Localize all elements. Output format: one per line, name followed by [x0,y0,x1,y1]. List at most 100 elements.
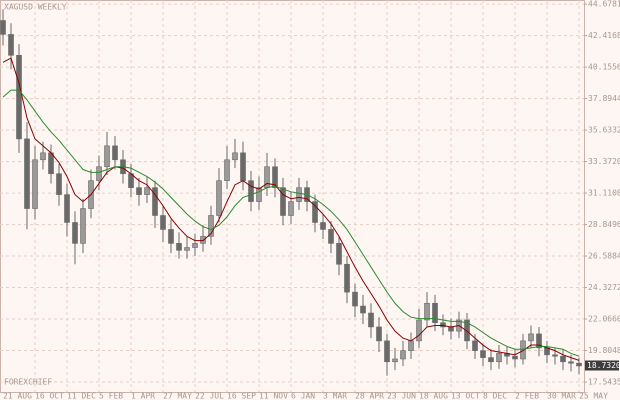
candle-body [0,20,6,35]
candle-body [280,187,286,216]
candle-body [288,201,294,216]
candle-body [64,194,70,223]
y-tick-label: 44.6781 [588,0,620,9]
candle-body [384,340,390,363]
y-tick-label: 19.8048 [588,346,620,355]
x-tick-label: 21 AUG [3,392,32,400]
candle-body [96,166,102,181]
candle-body [136,187,142,195]
x-tick-label: 8 DEC [483,392,507,400]
candle-body [392,358,398,363]
candle-body [232,152,238,161]
x-tick-label: 3 MAR [323,392,347,400]
x-tick-label: 6 JAN [291,392,315,400]
candle-body [440,322,446,328]
candle-body [184,247,190,251]
candle-body [336,243,342,265]
x-tick-label: 18 AUG [419,392,448,400]
watermark: FOREXCHIEF [4,378,52,387]
y-tick-label: 22.0660 [588,315,620,324]
candle-body [24,138,30,209]
y-tick-label: 17.5435 [588,378,620,387]
candle-body [400,350,406,360]
candle-body [168,229,174,244]
x-tick-label: 2 FEB [515,392,539,400]
candle-body [560,355,566,363]
plot-area [0,0,585,393]
candle-body [160,215,166,230]
candle-body [416,319,422,342]
candle-body [424,302,430,321]
y-tick-label: 35.6332 [588,126,620,135]
x-tick-label: 1 APR [131,392,155,400]
candle-body [56,173,62,195]
candle-body [224,159,230,181]
candle-body [488,357,494,363]
candle-body [464,319,470,342]
x-tick-label: 5 FEB [99,392,123,400]
x-tick-label: 23 JUN [387,392,416,400]
candle-body [296,187,302,202]
candle-body [408,340,414,351]
x-tick-label: 11 DEC [67,392,96,400]
x-tick-label: 11 NOV [259,392,288,400]
candle-body [48,152,54,175]
x-tick-label: 16 OCT [35,392,64,400]
y-tick-label: 40.1556 [588,63,620,72]
marks [0,9,582,376]
candle-body [240,152,246,181]
candle-body [512,355,518,360]
chart-title: XAGUSD WEEKLY [4,3,67,12]
candle-body [216,180,222,216]
candle-body [360,305,366,314]
candle-body [352,291,358,307]
candle-body [256,187,262,202]
y-tick-label: 42.4168 [588,31,620,40]
candle-body [104,145,110,168]
candle-body [320,222,326,230]
candle-body [520,340,526,360]
candle-body [248,180,254,202]
candle-body [368,312,374,328]
y-tick-label: 28.8496 [588,220,620,229]
x-tick-label: 27 MAY [163,392,192,400]
candle-body [376,326,382,342]
y-tick-label: 24.3272 [588,283,620,292]
y-tick-label: 31.1108 [588,189,620,198]
candle-body [192,243,198,248]
candle-body [176,243,182,251]
x-tick-label: 30 MAR [547,392,576,400]
candle-body [328,229,334,244]
candle-body [200,236,206,244]
y-tick-label: 33.3720 [588,157,620,166]
x-tick-label: 16 SEP [227,392,256,400]
candle-body [448,326,454,332]
candle-body [312,201,318,223]
x-tick-label: 22 JUL [195,392,224,400]
candle-body [80,208,86,244]
candle-body [472,340,478,351]
candle-body [72,222,78,244]
candle-body [344,263,350,293]
moving-average-line [2,89,580,357]
candle-body [208,215,214,237]
x-tick-label: 28 APR [355,392,384,400]
moving-average-line [2,57,580,361]
y-tick-label: 37.8944 [588,94,620,103]
candle-body [432,302,438,324]
y-tick-label: 26.5884 [588,252,620,261]
last-price-label: 18.7320 [587,361,620,370]
candle-body [32,159,38,209]
candle-body [40,152,46,161]
candle-body [480,350,486,358]
x-tick-label: 25 MAY [579,392,608,400]
candle-body [8,34,14,56]
candle-body [576,362,582,367]
candle-body [112,145,118,161]
candle-body [152,187,158,216]
candle-body [16,55,22,140]
last-price-tag [585,360,619,371]
candle-body [536,333,542,349]
